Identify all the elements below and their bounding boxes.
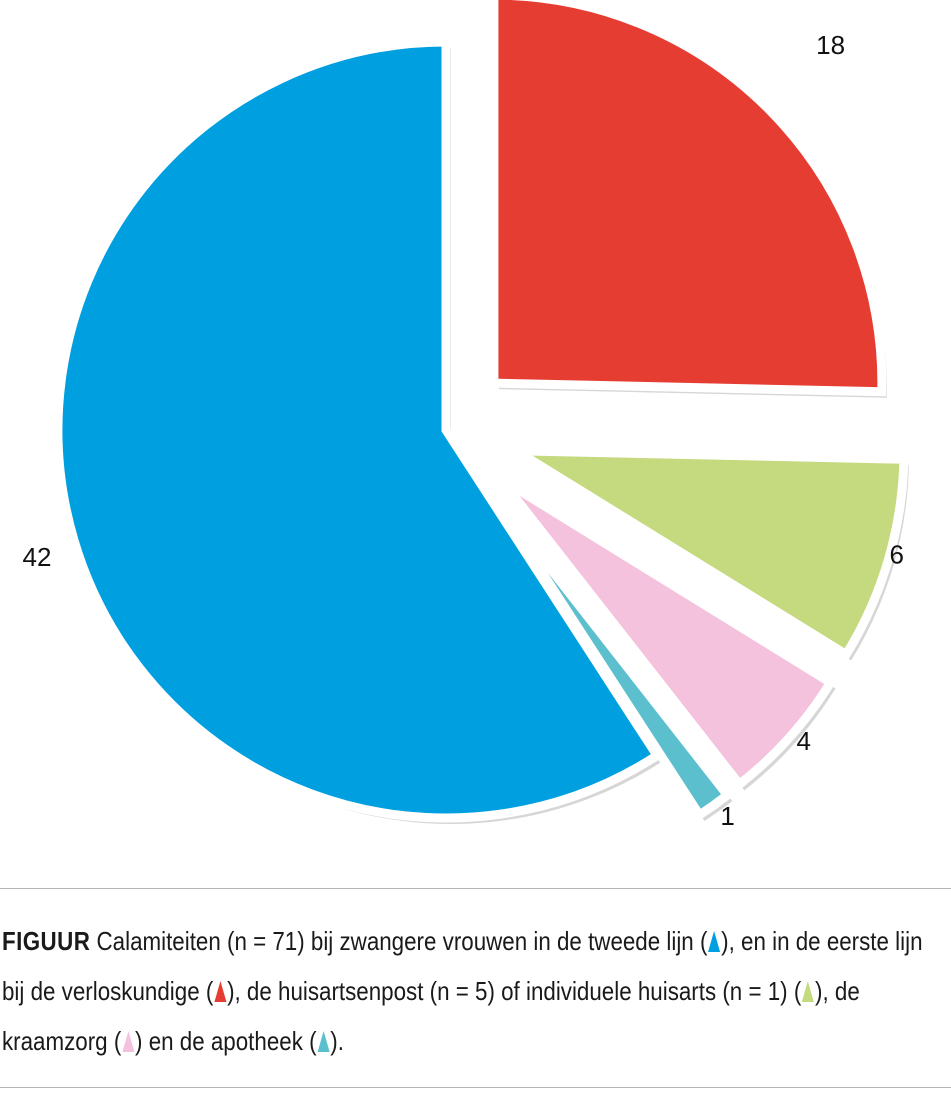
slice-label-42: 42	[23, 542, 52, 572]
caption-text-4: ), de kraamzorg (	[2, 976, 860, 1056]
marker-tweede-lijn-icon	[708, 931, 721, 952]
caption-lead: FIGUUR	[2, 926, 91, 956]
pie-chart-svg: 18 6 4 1 42	[23, 0, 909, 831]
pie-chart: 18 6 4 1 42	[23, 0, 909, 831]
caption-text-6: ).	[330, 1026, 344, 1056]
pie-slice-42	[53, 37, 664, 823]
marker-kraamzorg-icon	[122, 1031, 135, 1052]
pie-slice-4	[496, 474, 837, 791]
pie-slice-6	[499, 445, 909, 661]
slice-labels: 18 6 4 1 42	[23, 30, 904, 831]
caption-bottom-rule	[0, 1087, 951, 1088]
slice-label-18: 18	[816, 30, 845, 60]
marker-apotheek-icon	[317, 1031, 330, 1052]
caption-text-3: ), de huisartsenpost (n = 5) of individu…	[227, 976, 802, 1006]
slice-label-1: 1	[720, 801, 734, 831]
marker-huisarts-icon	[802, 981, 815, 1002]
figure-caption: FIGUUR Calamiteiten (n = 71) bij zwanger…	[2, 916, 944, 1066]
pie-slice-18	[489, 0, 887, 397]
slice-label-4: 4	[796, 726, 810, 756]
slice-label-6: 6	[889, 539, 903, 569]
caption-text-2: ), en in de eerste lijn bij de verloskun…	[2, 926, 923, 1006]
marker-verloskundige-icon	[214, 981, 227, 1002]
caption-text-1: Calamiteiten (n = 71) bij zwangere vrouw…	[96, 926, 708, 956]
caption-top-rule	[0, 888, 951, 889]
pie-slice-1	[484, 486, 734, 822]
caption-text-5: ) en de apotheek (	[135, 1026, 317, 1056]
slices	[53, 0, 909, 823]
